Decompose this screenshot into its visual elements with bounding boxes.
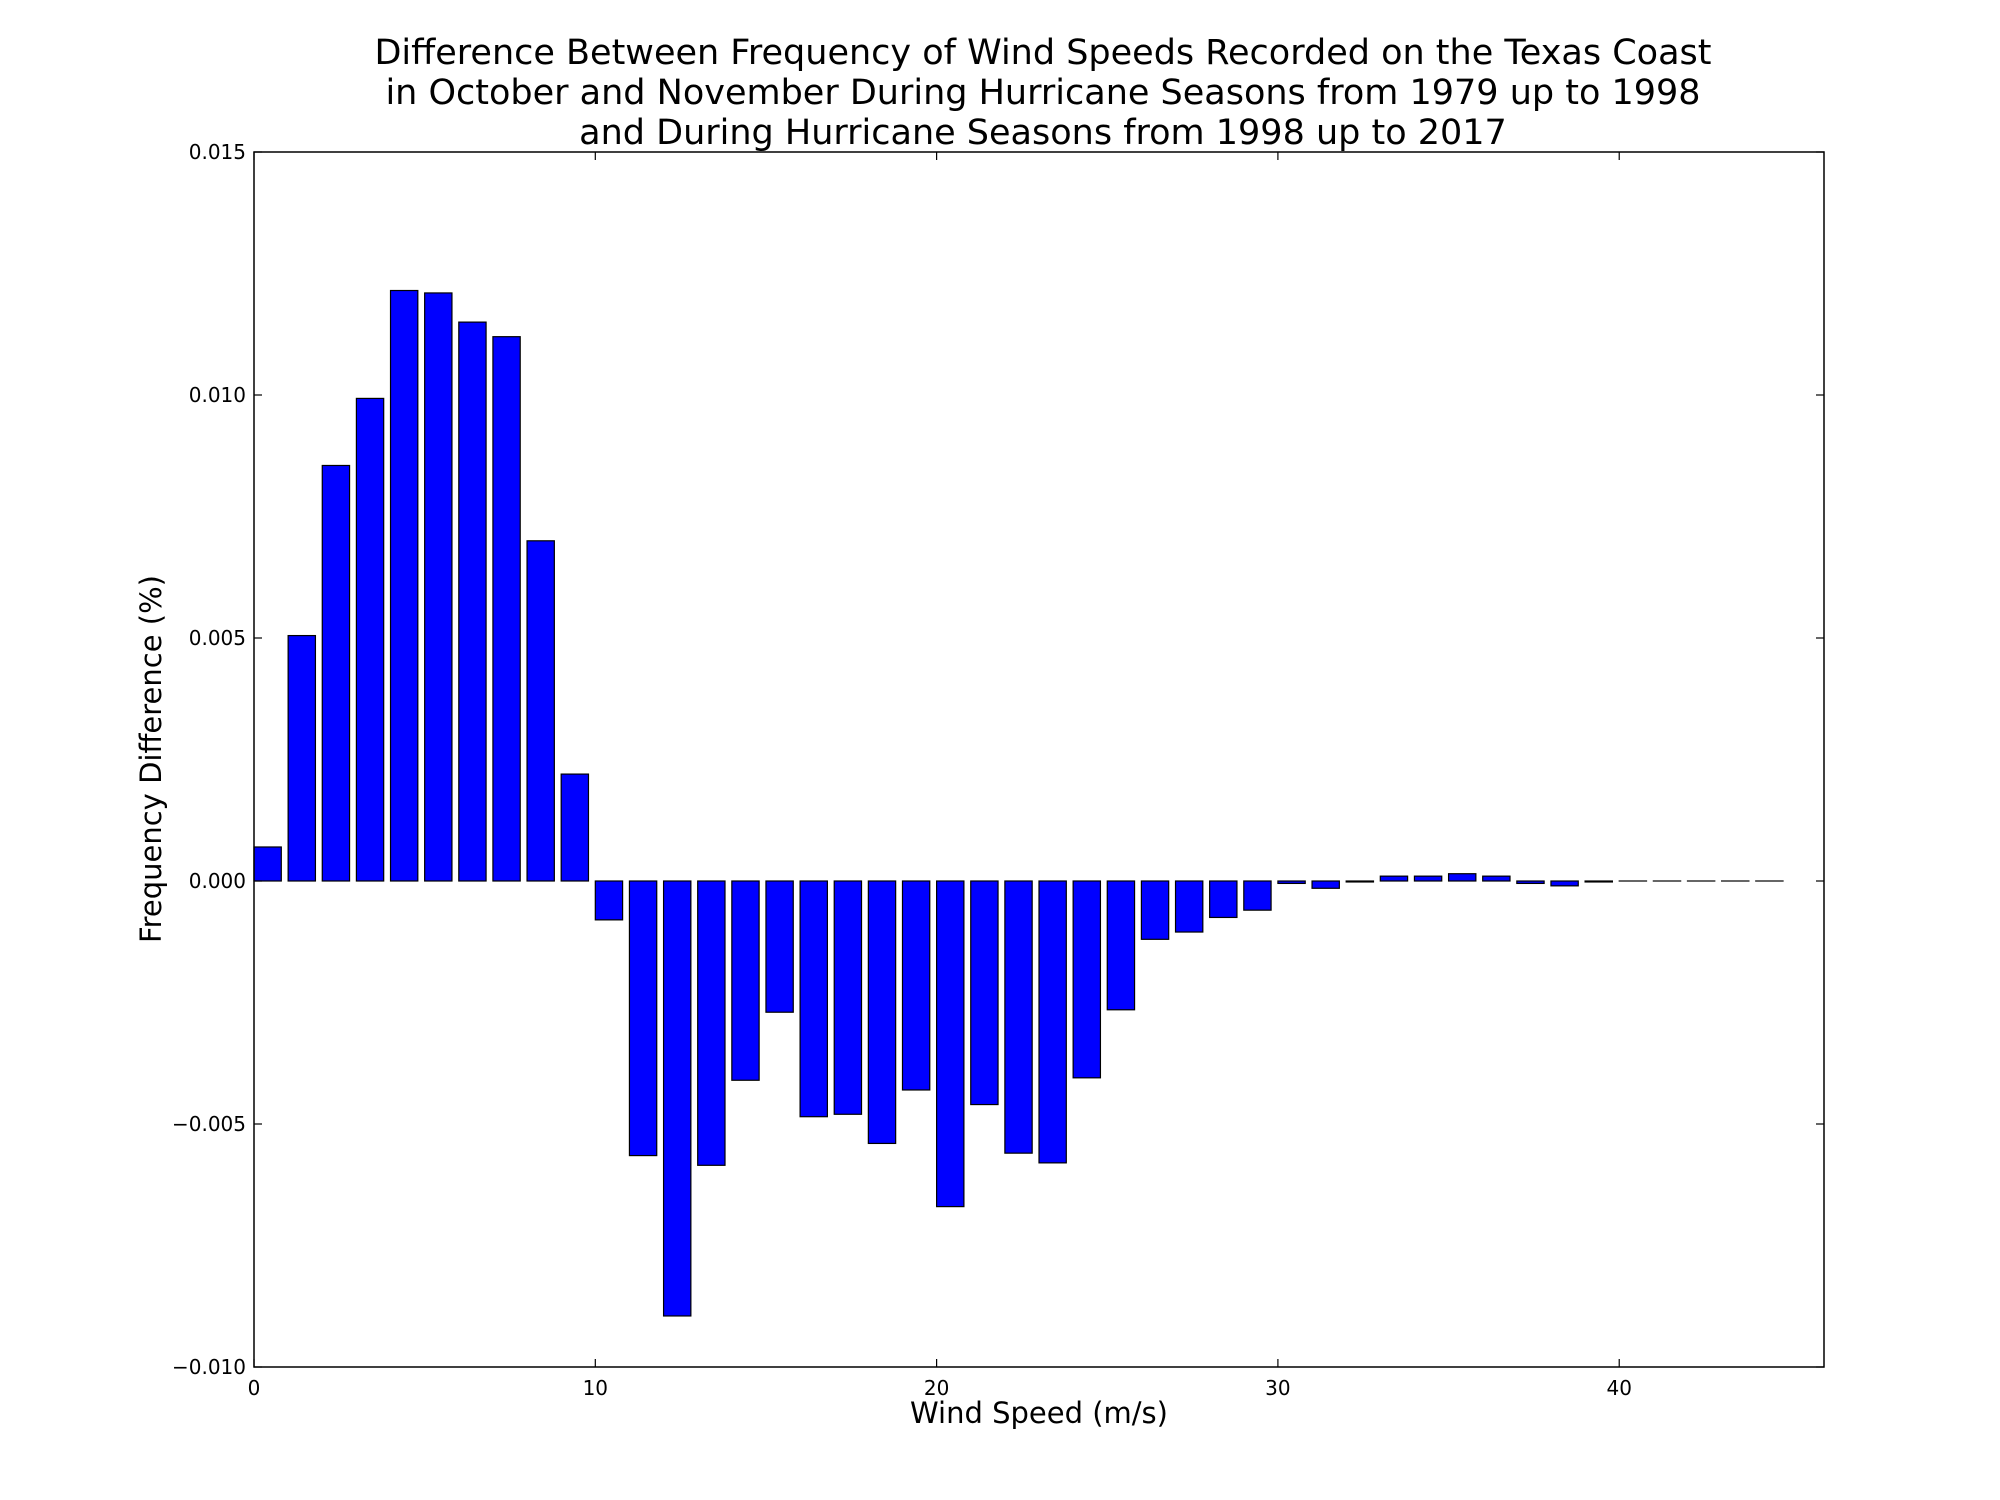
y-tick-label-3: 0.000 (189, 869, 246, 893)
bar-11 (628, 880, 658, 1157)
x-tick-label-0: 0 (248, 1376, 261, 1400)
bar-13 (697, 880, 726, 1166)
bar-35 (1447, 873, 1477, 882)
bar-32 (1345, 880, 1375, 883)
y-tick-label-4: −0.005 (172, 1112, 246, 1136)
bar-19 (901, 880, 931, 1091)
x-tick-label-20: 20 (924, 1376, 949, 1400)
bar-17 (833, 880, 863, 1115)
bar-30 (1277, 880, 1306, 885)
bar-10 (594, 880, 624, 921)
bar-8 (526, 540, 555, 882)
bar-25 (1106, 880, 1136, 1011)
chart-title-line-1: Difference Between Frequency of Wind Spe… (374, 33, 1711, 73)
y-axis-label: Frequency Difference (%) (134, 575, 168, 943)
bar-9 (560, 773, 590, 882)
bar-6 (458, 321, 487, 882)
bar-3 (355, 397, 385, 882)
bar-38 (1550, 880, 1579, 887)
x-tick-label-40: 40 (1606, 1376, 1631, 1400)
x-axis-label: Wind Speed (m/s) (910, 1396, 1168, 1430)
bar-33 (1379, 875, 1409, 882)
bar-23 (1038, 880, 1067, 1164)
bar-group (253, 289, 1784, 1317)
bar-29 (1243, 880, 1272, 911)
bar-0 (253, 846, 282, 882)
bar-15 (765, 880, 794, 1013)
chart-title-line-2: in October and November During Hurricane… (385, 73, 1700, 113)
bar-18 (867, 880, 897, 1145)
bar-31 (1311, 880, 1340, 889)
bar-22 (1004, 880, 1033, 1154)
tick-group: 0 10 20 30 40 0.015 0.010 0.005 0.000 −0.005 −0.01… (172, 140, 1824, 1400)
bar-14 (731, 880, 760, 1081)
bar-2 (321, 464, 351, 882)
bar-4 (389, 289, 419, 882)
bar-39 (1584, 880, 1613, 883)
bar-1 (287, 634, 317, 882)
bar-24 (1072, 880, 1102, 1079)
bar-7 (492, 336, 521, 882)
bar-20 (936, 880, 965, 1208)
y-tick-label-5: −0.010 (172, 1355, 246, 1379)
y-tick-label-0: 0.015 (189, 140, 246, 164)
bar-12 (662, 880, 692, 1317)
x-tick-label-10: 10 (583, 1376, 608, 1400)
bar-37 (1516, 880, 1545, 885)
plot-frame (253, 151, 1825, 1368)
bar-5 (424, 292, 453, 882)
bar-27 (1174, 880, 1204, 933)
y-tick-label-2: 0.005 (189, 626, 246, 650)
x-tick-label-30: 30 (1265, 1376, 1290, 1400)
bar-21 (970, 880, 999, 1106)
y-tick-label-1: 0.010 (189, 383, 246, 407)
bar-34 (1413, 875, 1443, 882)
bar-16 (799, 880, 828, 1118)
bar-36 (1482, 875, 1511, 882)
chart-title-line-3: and During Hurricane Seasons from 1998 u… (579, 113, 1507, 153)
bar-28 (1209, 880, 1238, 919)
bar-26 (1140, 880, 1170, 940)
